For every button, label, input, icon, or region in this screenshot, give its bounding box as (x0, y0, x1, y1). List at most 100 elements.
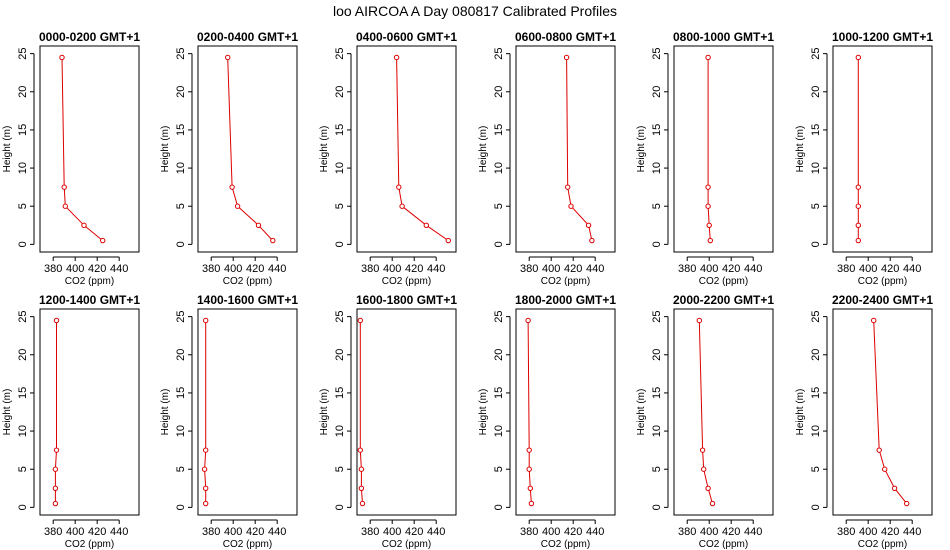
y-tick-label: 0 (334, 504, 346, 510)
panel-grid: 0000-0200 GMT+1 380 400 420 440 0 5 10 15 20 25 CO2… (2, 30, 933, 550)
profile-point (234, 203, 241, 209)
x-tick-label: 400 (542, 526, 560, 538)
plot-frame (39, 308, 140, 516)
x-tick-label: 420 (881, 526, 899, 538)
y-tick-label: 10 (651, 162, 663, 174)
x-tick-label: 420 (246, 263, 264, 275)
x-tick-label: 440 (903, 263, 921, 275)
y-tick-label: 0 (651, 504, 663, 510)
x-tick-label: 380 (44, 263, 62, 275)
profile-point (359, 500, 366, 507)
y-tick-label: 0 (17, 504, 29, 510)
x-tick-label: 380 (202, 263, 220, 275)
profile-line (61, 57, 104, 241)
profile-point (52, 485, 59, 491)
y-tick-label: 20 (810, 349, 822, 361)
profile-point (423, 222, 429, 228)
x-tick-label: 380 (44, 526, 62, 538)
y-tick-label: 25 (17, 311, 29, 323)
plot-frame (832, 308, 933, 516)
y-tick-label: 25 (334, 311, 346, 323)
profile-point (528, 500, 535, 507)
y-axis-label: Height (m) (319, 126, 330, 173)
y-tick-label: 25 (175, 48, 187, 60)
y-axis-label: Height (m) (478, 389, 489, 436)
y-tick-label: 15 (17, 387, 29, 399)
y-tick-label: 25 (334, 48, 346, 60)
x-tick-label: 440 (586, 263, 604, 275)
x-tick-label: 440 (427, 526, 445, 538)
x-tick-label: 380 (361, 526, 379, 538)
x-tick-label: 380 (202, 526, 220, 538)
profile-point (589, 237, 595, 244)
profile-line (227, 57, 274, 241)
panel-title: 0800-1000 GMT+1 (673, 30, 774, 44)
y-axis-label: Height (m) (636, 126, 647, 173)
x-tick-label: 440 (268, 263, 286, 275)
y-tick-label: 15 (17, 124, 29, 136)
profile-point (52, 500, 59, 507)
profile-point (568, 203, 574, 209)
panel: 2000-2200 GMT+1 380 400 420 440 0 5 10 15 20 25 CO2… (636, 293, 774, 550)
panel: 0000-0200 GMT+1 380 400 420 440 0 5 10 15 20 25 CO2… (2, 30, 140, 287)
y-tick-label: 10 (334, 425, 346, 437)
profile-point (526, 466, 532, 472)
profile-point (705, 184, 711, 190)
profile-point (709, 500, 716, 507)
x-tick-label: 380 (520, 526, 538, 538)
y-tick-label: 10 (493, 162, 505, 174)
y-tick-label: 20 (493, 86, 505, 98)
profile-line (566, 57, 593, 241)
profile-line (204, 320, 207, 504)
profile-point (229, 184, 235, 190)
panel: 0600-0800 GMT+1 380 400 420 440 0 5 10 15 20 25 CO2… (478, 30, 616, 287)
profile-point (255, 222, 262, 228)
plot-frame (39, 45, 140, 253)
profile-point (563, 54, 570, 61)
y-axis-label: Height (m) (160, 126, 171, 173)
panel-title: 1200-1400 GMT+1 (39, 293, 140, 307)
y-tick-label: 0 (810, 504, 822, 510)
profile-point (904, 500, 910, 507)
profile-line (396, 57, 449, 242)
y-tick-label: 20 (810, 86, 822, 98)
x-tick-label: 400 (383, 263, 401, 275)
profile-point (100, 237, 106, 244)
panel: 0400-0600 GMT+1 380 400 420 440 0 5 10 15 20 25 CO2… (319, 30, 457, 287)
y-tick-label: 10 (175, 162, 187, 174)
y-axis-label: Height (m) (319, 389, 330, 436)
x-axis-label: CO2 (ppm) (382, 539, 431, 550)
panel: 0800-1000 GMT+1 380 400 420 440 0 5 10 15 20 25 CO2… (636, 30, 774, 287)
x-tick-label: 400 (224, 263, 242, 275)
panel-title: 1800-2000 GMT+1 (515, 293, 616, 307)
panel-title: 1400-1600 GMT+1 (197, 293, 298, 307)
x-tick-label: 420 (881, 263, 899, 275)
x-tick-label: 420 (88, 526, 106, 538)
profile-line (359, 320, 363, 504)
x-axis-label: CO2 (ppm) (858, 539, 907, 550)
x-tick-label: 380 (678, 526, 696, 538)
panel-title: 0200-0400 GMT+1 (197, 30, 298, 44)
x-axis-label: CO2 (ppm) (223, 539, 272, 550)
y-tick-label: 15 (175, 124, 187, 136)
y-tick-label: 0 (175, 241, 187, 247)
y-tick-label: 5 (17, 466, 29, 472)
profile-point (201, 466, 208, 472)
y-tick-label: 15 (493, 387, 505, 399)
x-axis-label: CO2 (ppm) (382, 276, 431, 287)
y-tick-label: 20 (651, 349, 663, 361)
y-axis-label: Height (m) (795, 126, 806, 173)
y-tick-label: 5 (334, 203, 346, 209)
panel: 1000-1200 GMT+1 380 400 420 440 0 5 10 15 20 25 CO2… (795, 30, 933, 287)
y-tick-label: 25 (493, 48, 505, 60)
panel: 0200-0400 GMT+1 380 400 420 440 0 5 10 15 20 25 CO2… (160, 30, 298, 287)
y-tick-label: 5 (493, 203, 505, 209)
plot-frame (515, 308, 616, 516)
x-axis-label: CO2 (ppm) (858, 276, 907, 287)
panel: 1400-1600 GMT+1 380 400 420 440 0 5 10 15 20 25 CO2… (160, 293, 298, 550)
y-tick-label: 0 (334, 241, 346, 247)
x-tick-label: 400 (542, 263, 560, 275)
y-tick-label: 10 (17, 425, 29, 437)
profile-line (707, 57, 711, 241)
